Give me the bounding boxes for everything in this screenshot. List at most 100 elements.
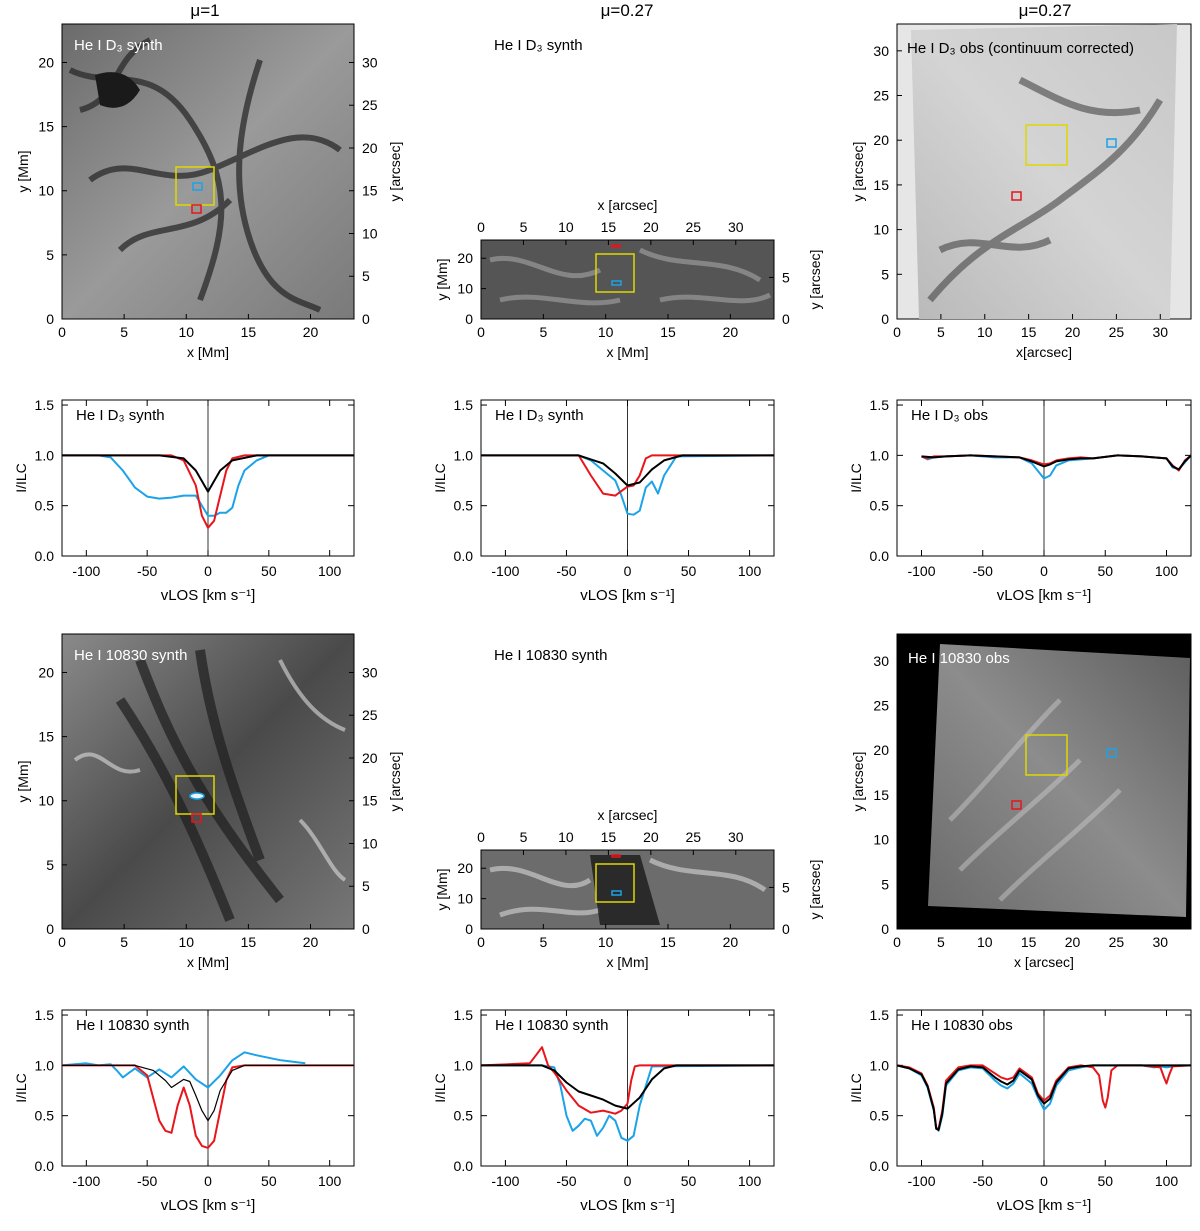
x-tick-label: 0 [477, 324, 485, 340]
y-tick-label: 10 [873, 222, 889, 238]
x-axis-label: x [arcsec] [1014, 954, 1074, 970]
right-tick-label: 30 [362, 664, 378, 680]
y-tick-label: 10 [457, 281, 473, 297]
top-tick-label: 30 [728, 219, 744, 235]
x-tick-label: 20 [1065, 934, 1081, 950]
x-tick-label: 10 [977, 934, 993, 950]
top-tick-label: 5 [520, 219, 528, 235]
y-tick-label: 0.0 [35, 548, 55, 564]
x-tick-label: 100 [318, 1173, 342, 1189]
x-tick-label: 100 [738, 563, 762, 579]
chart-title: He I D₃ synth [76, 407, 165, 424]
y-axis-label: y [Mm] [15, 761, 31, 803]
x-tick-label: -50 [556, 1173, 576, 1189]
y-tick-label: 15 [38, 729, 54, 745]
blue-box [1106, 748, 1117, 758]
y-tick-label: 10 [38, 183, 54, 199]
black-profile-line [481, 454, 774, 487]
y-axis-label: y [Mm] [434, 259, 450, 301]
x-tick-label: 10 [178, 324, 194, 340]
y-tick-label: 0.5 [35, 1108, 55, 1124]
y-axis-label: I/ILC [432, 463, 448, 493]
column-title-2: μ=0.27 [601, 1, 654, 20]
x-axis-label: vLOS [km s⁻¹] [161, 587, 256, 604]
blue-box [611, 280, 622, 286]
right-tick-label: 5 [782, 269, 790, 285]
x-tick-label: 0 [624, 1173, 632, 1189]
image-label: He I 10830 synth [74, 647, 187, 664]
x-tick-label: -100 [491, 563, 519, 579]
right-axis-label: y [arcsec] [807, 860, 823, 920]
x-tick-label: 100 [1155, 563, 1179, 579]
x-tick-label: 15 [1021, 934, 1037, 950]
x-tick-label: -100 [72, 1173, 100, 1189]
y-tick-label: 5 [881, 266, 889, 282]
x-axis-label: x [Mm] [607, 954, 649, 970]
y-tick-label: 0.5 [870, 1108, 890, 1124]
y-tick-label: 0 [465, 311, 473, 327]
right-tick-label: 25 [362, 97, 378, 113]
black-profile-line [481, 1064, 774, 1110]
x-tick-label: 0 [204, 1173, 212, 1189]
x-tick-label: 50 [681, 1173, 697, 1189]
dark-blob [95, 72, 140, 108]
column-title-3: μ=0.27 [1019, 1, 1072, 20]
chart-title: He I 10830 synth [495, 1017, 608, 1034]
top-tick-label: 5 [520, 829, 528, 845]
y-tick-label: 10 [38, 793, 54, 809]
x-tick-label: -50 [137, 563, 157, 579]
x-tick-label: 5 [120, 324, 128, 340]
right-axis-label: y [arcsec] [387, 142, 403, 202]
x-axis-label: vLOS [km s⁻¹] [580, 587, 675, 604]
chart-title: He I D₃ synth [495, 407, 584, 424]
image-label: He I 10830 synth [494, 647, 607, 664]
x-tick-label: 5 [120, 934, 128, 950]
top-axis-label: x [arcsec] [598, 197, 658, 213]
image-frame [480, 239, 775, 320]
x-tick-label: -50 [137, 1173, 157, 1189]
x-tick-label: 50 [1097, 563, 1113, 579]
yellow-box [1025, 734, 1068, 776]
x-tick-label: -100 [907, 1173, 935, 1189]
x-axis-label: x [Mm] [187, 954, 229, 970]
y-tick-label: 0 [881, 311, 889, 327]
top-tick-label: 0 [477, 829, 485, 845]
red-box [611, 244, 621, 248]
x-tick-label: 5 [539, 324, 547, 340]
x-tick-label: 20 [723, 324, 739, 340]
y-tick-label: 0 [46, 921, 54, 937]
y-tick-label: 25 [873, 698, 889, 714]
x-tick-label: 15 [241, 324, 257, 340]
blue-box [1106, 138, 1117, 148]
y-tick-label: 1.0 [454, 447, 474, 463]
y-tick-label: 1.5 [870, 1007, 890, 1023]
top-tick-label: 25 [686, 219, 702, 235]
x-tick-label: 50 [681, 563, 697, 579]
x-tick-label: 25 [1109, 324, 1125, 340]
x-tick-label: 10 [598, 324, 614, 340]
y-axis-label: I/ILC [13, 1073, 29, 1103]
x-tick-label: 20 [303, 934, 319, 950]
x-tick-label: 15 [660, 324, 676, 340]
top-tick-label: 15 [601, 829, 617, 845]
red-box [191, 204, 202, 214]
x-tick-label: 15 [1021, 324, 1037, 340]
top-axis-label: x [arcsec] [598, 807, 658, 823]
y-axis-label: I/ILC [13, 463, 29, 493]
y-tick-label: 15 [873, 787, 889, 803]
x-axis-label: vLOS [km s⁻¹] [997, 587, 1092, 604]
x-tick-label: 50 [261, 563, 277, 579]
y-tick-label: 0.5 [35, 498, 55, 514]
x-tick-label: -50 [556, 563, 576, 579]
y-tick-label: 15 [38, 119, 54, 135]
right-tick-label: 20 [362, 750, 378, 766]
y-tick-label: 5 [46, 247, 54, 263]
y-tick-label: 20 [38, 664, 54, 680]
x-tick-label: 50 [1097, 1173, 1113, 1189]
x-tick-label: 15 [241, 934, 257, 950]
right-tick-label: 15 [362, 793, 378, 809]
y-tick-label: 0.0 [870, 548, 890, 564]
image-texture [927, 76, 1164, 303]
